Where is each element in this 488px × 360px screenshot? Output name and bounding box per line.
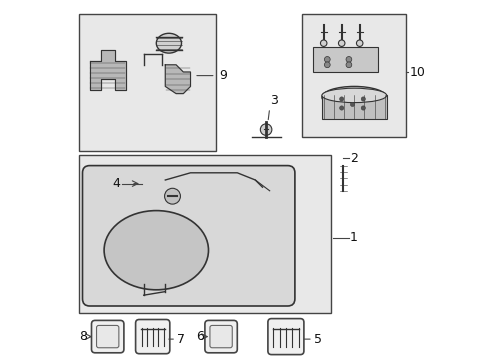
Ellipse shape xyxy=(156,33,181,53)
Text: 3: 3 xyxy=(269,94,277,107)
FancyBboxPatch shape xyxy=(267,319,303,355)
FancyBboxPatch shape xyxy=(91,320,123,353)
Circle shape xyxy=(349,102,354,107)
Text: 9: 9 xyxy=(219,69,227,82)
Polygon shape xyxy=(165,65,190,94)
Text: 4: 4 xyxy=(112,177,120,190)
Circle shape xyxy=(324,62,329,68)
FancyBboxPatch shape xyxy=(204,320,237,353)
Ellipse shape xyxy=(104,211,208,290)
Circle shape xyxy=(320,40,326,46)
Bar xyxy=(321,95,386,119)
Text: 10: 10 xyxy=(408,66,425,78)
Circle shape xyxy=(361,106,365,110)
Text: 7: 7 xyxy=(177,333,184,346)
Bar xyxy=(312,47,377,72)
Circle shape xyxy=(164,188,180,204)
Circle shape xyxy=(356,40,362,46)
Ellipse shape xyxy=(321,88,386,103)
Circle shape xyxy=(346,57,351,62)
Circle shape xyxy=(338,40,344,46)
Ellipse shape xyxy=(321,86,386,108)
FancyBboxPatch shape xyxy=(209,325,232,348)
Text: 5: 5 xyxy=(313,333,321,346)
Bar xyxy=(79,14,215,151)
Text: 2: 2 xyxy=(349,152,357,165)
Circle shape xyxy=(339,97,343,101)
FancyBboxPatch shape xyxy=(96,325,119,348)
FancyBboxPatch shape xyxy=(135,320,169,354)
Circle shape xyxy=(260,124,271,135)
FancyBboxPatch shape xyxy=(82,166,294,306)
Polygon shape xyxy=(89,50,125,90)
Text: 6: 6 xyxy=(196,330,203,343)
Circle shape xyxy=(346,62,351,68)
Circle shape xyxy=(339,106,343,110)
Circle shape xyxy=(361,97,365,101)
Text: 8: 8 xyxy=(79,330,87,343)
Bar xyxy=(79,155,330,313)
Bar xyxy=(302,14,406,137)
Text: 1: 1 xyxy=(349,231,357,244)
Circle shape xyxy=(324,57,329,62)
